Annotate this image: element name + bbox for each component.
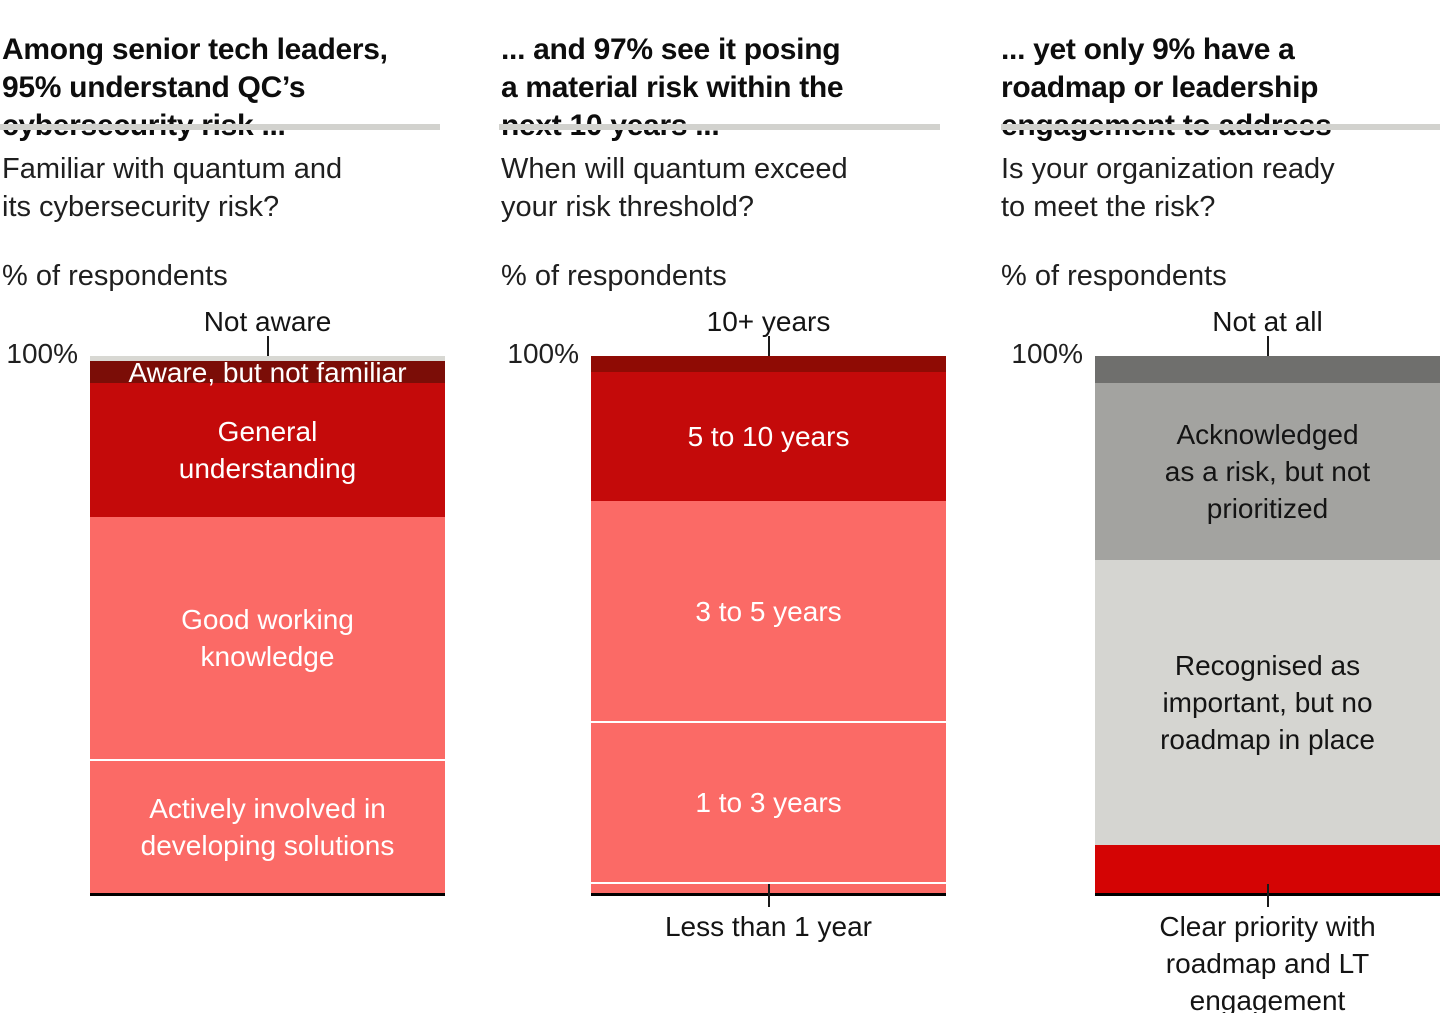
bar-segment — [591, 356, 946, 373]
bar-segment-label: 1 to 3 years — [695, 787, 842, 819]
header-divider — [0, 124, 440, 130]
callout-tick — [266, 336, 269, 356]
bar-baseline — [90, 893, 445, 896]
bar-segment-label: Acknowledged as a risk, but not prioriti… — [1164, 418, 1371, 524]
axis-100pct-label: 100% — [6, 338, 78, 369]
segment-callout-bottom: Clear priority with roadmap and LT engag… — [1159, 911, 1376, 1013]
stacked-bar-readiness: Acknowledged as a risk, but not prioriti… — [1095, 356, 1440, 893]
axis-100pct-label: 100% — [1011, 338, 1083, 369]
axis-unit-label: % of respondents — [2, 260, 228, 292]
chart-question: When will quantum exceed your risk thres… — [501, 153, 848, 223]
segment-callout-top: Not at all — [1212, 306, 1323, 337]
bar-segment: Acknowledged as a risk, but not prioriti… — [1095, 382, 1440, 561]
bar-segment-label: General understanding — [178, 415, 357, 484]
bar-segment: 1 to 3 years — [591, 721, 946, 883]
chart-question: Is your organization ready to meet the r… — [1001, 153, 1335, 223]
bar-segment — [90, 356, 445, 362]
bar-segment-label: 5 to 10 years — [687, 421, 850, 453]
chart-question: Familiar with quantum and its cybersecur… — [2, 153, 343, 223]
bar-segment: General understanding — [90, 382, 445, 518]
bar-segment-label: 3 to 5 years — [695, 595, 842, 627]
stacked-bar-risk-horizon: 5 to 10 years 3 to 5 years 1 to 3 years — [591, 356, 946, 893]
bar-segment-label: Aware, but not familiar — [128, 356, 407, 388]
callout-tick — [1266, 336, 1269, 356]
bar-segment-label: Recognised as important, but no roadmap … — [1160, 649, 1375, 755]
panel-readiness: ... yet only 9% have a roadmap or leader… — [999, 0, 1440, 1013]
axis-100pct-label: 100% — [507, 338, 579, 369]
bar-segment: Good working knowledge — [90, 517, 445, 759]
bar-segment — [1095, 356, 1440, 383]
bar-segment: 5 to 10 years — [591, 372, 946, 501]
axis-unit-label: % of respondents — [501, 260, 727, 292]
panel-familiarity: Among senior tech leaders, 95% understan… — [0, 0, 446, 1013]
bar-segment: 3 to 5 years — [591, 500, 946, 722]
bar-segment: Aware, but not familiar — [90, 357, 445, 388]
callout-tick — [767, 336, 770, 356]
bar-segment-label: Actively involved in developing solution… — [140, 792, 395, 861]
panel-title: ... and 97% see it posing a material ris… — [501, 32, 844, 142]
segment-callout-bottom: Less than 1 year — [664, 911, 873, 942]
bar-segment: Actively involved in developing solution… — [90, 758, 445, 893]
header-divider — [499, 124, 940, 130]
segment-callout-top: Not aware — [203, 306, 332, 337]
stacked-bar-familiarity: Aware, but not familiar General understan… — [90, 356, 445, 893]
callout-tick — [767, 884, 770, 907]
panel-risk-horizon: ... and 97% see it posing a material ris… — [499, 0, 946, 1013]
callout-tick — [1266, 884, 1269, 907]
header-divider — [1001, 124, 1440, 130]
axis-unit-label: % of respondents — [1001, 260, 1227, 292]
bar-segment: Recognised as important, but no roadmap … — [1095, 560, 1440, 845]
segment-callout-top: 10+ years — [706, 306, 831, 337]
bar-segment-label: Good working knowledge — [181, 603, 354, 672]
